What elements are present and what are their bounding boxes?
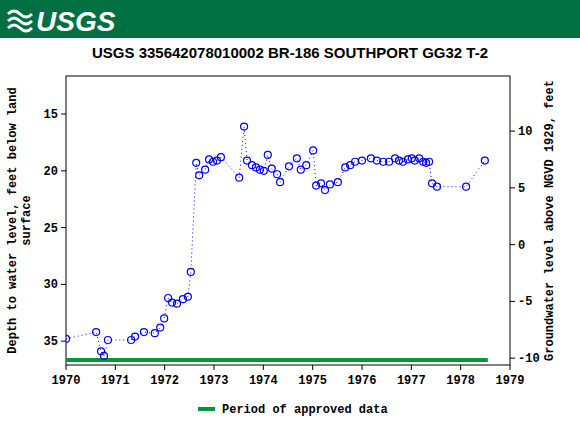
data-point bbox=[165, 295, 172, 302]
x-tick bbox=[214, 365, 215, 370]
data-point bbox=[187, 268, 194, 275]
logo-wave bbox=[8, 11, 32, 31]
x-tick bbox=[362, 365, 363, 370]
x-tick-label: 1978 bbox=[446, 374, 475, 388]
y-tick-label: 20 bbox=[44, 165, 58, 179]
x-tick-label: 1975 bbox=[298, 374, 327, 388]
x-tick bbox=[115, 365, 116, 370]
plot-area bbox=[66, 123, 488, 360]
y2-axis-label: Groundwater level above NGVD 1929, feet bbox=[543, 80, 557, 361]
data-point bbox=[140, 329, 147, 336]
y2-tick-label: 0 bbox=[518, 239, 525, 253]
x-tick bbox=[312, 365, 313, 370]
y-tick bbox=[61, 227, 66, 228]
legend-swatch bbox=[198, 407, 215, 411]
y-tick bbox=[61, 170, 66, 171]
data-point bbox=[132, 333, 139, 340]
data-point bbox=[66, 335, 70, 342]
y-tick bbox=[61, 284, 66, 285]
data-point bbox=[151, 330, 158, 337]
approved-period bbox=[66, 358, 488, 362]
data-point bbox=[274, 171, 281, 178]
x-tick-label: 1974 bbox=[249, 374, 278, 388]
data-point bbox=[277, 179, 284, 186]
data-point bbox=[241, 123, 248, 130]
x-tick bbox=[460, 365, 461, 370]
data-point bbox=[426, 158, 433, 165]
y2-tick-label: -5 bbox=[518, 295, 532, 309]
title: USGS 335642078010002 BR-186 SOUTHPORT GG… bbox=[92, 44, 488, 61]
y2-tick-label: 5 bbox=[518, 182, 525, 196]
data-point bbox=[196, 172, 203, 179]
data-point bbox=[161, 315, 168, 322]
x-tick-label: 1977 bbox=[397, 374, 426, 388]
data-point bbox=[303, 162, 310, 169]
data-point bbox=[347, 162, 354, 169]
x-tick bbox=[66, 365, 67, 370]
y-axis-label: surface bbox=[20, 195, 34, 245]
data-point bbox=[433, 183, 440, 190]
y-tick-label: 25 bbox=[44, 222, 58, 236]
y2-tick bbox=[510, 244, 515, 245]
data-point bbox=[373, 157, 380, 164]
logo-waves bbox=[8, 11, 32, 31]
y2-tick bbox=[510, 301, 515, 302]
data-point bbox=[260, 167, 267, 174]
x-tick-label: 1976 bbox=[348, 374, 377, 388]
data-point bbox=[326, 181, 333, 188]
data-point bbox=[93, 329, 100, 336]
data-point bbox=[184, 293, 191, 300]
y-axis-label: Depth to water level, feet below land bbox=[6, 87, 20, 353]
data-point bbox=[157, 324, 164, 331]
data-point bbox=[285, 163, 292, 170]
y-tick-label: 15 bbox=[44, 108, 58, 122]
plot-frame bbox=[66, 76, 510, 365]
data-point bbox=[169, 299, 176, 306]
y-tick bbox=[61, 114, 66, 115]
y-tick-label: 35 bbox=[44, 335, 58, 349]
data-point bbox=[429, 180, 436, 187]
data-point bbox=[481, 157, 488, 164]
series-line bbox=[66, 127, 485, 356]
x-tick bbox=[411, 365, 412, 370]
data-point bbox=[202, 166, 209, 173]
data-point bbox=[264, 151, 271, 158]
data-point bbox=[268, 165, 275, 172]
data-point bbox=[293, 155, 300, 162]
y-tick bbox=[61, 341, 66, 342]
data-point bbox=[217, 154, 224, 161]
data-point bbox=[193, 159, 200, 166]
y2-tick bbox=[510, 131, 515, 132]
data-point bbox=[236, 174, 243, 181]
legend-label: Period of approved data bbox=[222, 403, 388, 417]
y2-tick bbox=[510, 187, 515, 188]
data-point bbox=[352, 158, 359, 165]
header-bar bbox=[0, 0, 580, 38]
x-tick-label: 1970 bbox=[52, 374, 81, 388]
data-point bbox=[104, 337, 111, 344]
y2-tick-label: 10 bbox=[518, 125, 532, 139]
y2-tick-label: -10 bbox=[518, 352, 540, 366]
x-tick bbox=[164, 365, 165, 370]
data-point bbox=[463, 183, 470, 190]
data-point bbox=[334, 179, 341, 186]
data-point bbox=[359, 157, 366, 164]
x-tick-label: 1971 bbox=[101, 374, 130, 388]
data-point bbox=[318, 180, 325, 187]
y2-tick bbox=[510, 358, 515, 359]
x-tick-label: 1973 bbox=[200, 374, 229, 388]
data-point bbox=[310, 147, 317, 154]
x-tick-label: 1979 bbox=[496, 374, 525, 388]
chart: USGS USGS 335642078010002 BR-186 SOUTHPOR… bbox=[0, 0, 580, 430]
data-point bbox=[100, 352, 107, 359]
logo-text: USGS bbox=[36, 6, 116, 37]
x-tick bbox=[263, 365, 264, 370]
x-tick-label: 1972 bbox=[150, 374, 179, 388]
y-tick-label: 30 bbox=[44, 278, 58, 292]
x-tick bbox=[510, 365, 511, 370]
